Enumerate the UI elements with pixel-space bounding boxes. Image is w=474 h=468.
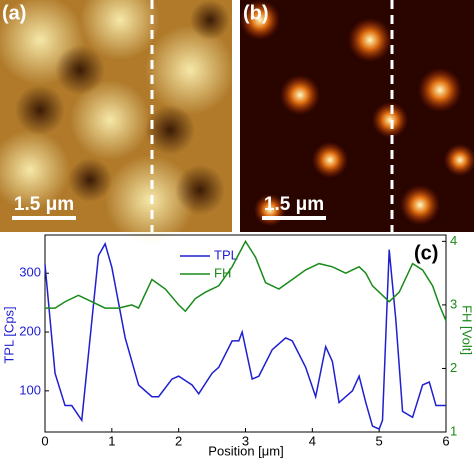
scale-bar-label: 1.5 μm	[14, 194, 74, 215]
scale-bar-label: 1.5 μm	[264, 194, 324, 215]
x-tick-label: 5	[376, 433, 383, 448]
y2-axis-label: FH [Volt]	[460, 305, 474, 355]
x-tick-label: 2	[175, 433, 182, 448]
y-tick-label: 300	[19, 265, 41, 280]
x-tick-label: 1	[108, 433, 115, 448]
panel-label: (c)	[414, 242, 438, 264]
series-line	[45, 239, 447, 322]
y2-tick-label: 4	[450, 233, 457, 248]
y2-tick-label: 3	[450, 296, 457, 311]
y2-tick-label: 1	[450, 423, 457, 438]
x-tick-label: 4	[309, 433, 316, 448]
x-tick-label: 3	[242, 433, 249, 448]
y-axis-label: TPL [Cps]	[1, 306, 16, 363]
image-a	[0, 0, 235, 245]
legend-label: TPL	[214, 247, 238, 262]
panel-label: (a)	[2, 2, 26, 24]
series-line	[44, 241, 446, 431]
image-b	[240, 0, 474, 232]
x-tick-label: 0	[41, 433, 48, 448]
x-axis-label: Position [μm]	[208, 443, 283, 458]
y-tick-label: 200	[19, 323, 41, 338]
panel-label: (b)	[243, 2, 269, 24]
x-tick-label: 6	[442, 433, 449, 448]
y-tick-label: 100	[19, 382, 41, 397]
legend-label: FH	[214, 265, 231, 280]
y2-tick-label: 2	[450, 360, 457, 375]
